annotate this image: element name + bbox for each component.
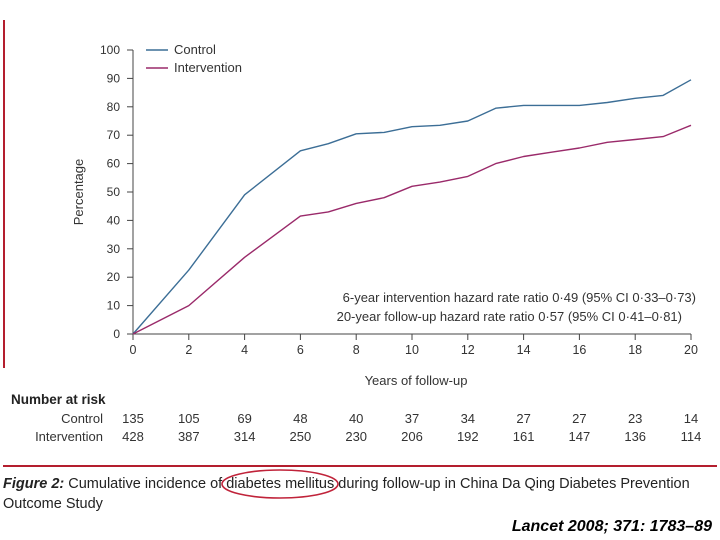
- x-tick-label: 18: [628, 343, 642, 357]
- risk-value: 37: [405, 411, 419, 426]
- y-tick-label: 60: [107, 157, 121, 171]
- series-line-control: [132, 79, 692, 335]
- risk-value: 230: [345, 429, 367, 444]
- risk-row-label-intervention: Intervention: [35, 429, 103, 444]
- x-axis-label: Years of follow-up: [365, 373, 468, 388]
- y-axis-label: Percentage: [71, 159, 86, 226]
- risk-value: 314: [234, 429, 256, 444]
- figure-caption: Figure 2: Cumulative incidence of diabet…: [3, 474, 718, 514]
- y-tick-label: 70: [107, 128, 121, 142]
- risk-value: 161: [513, 429, 535, 444]
- risk-value: 34: [461, 411, 475, 426]
- y-tick-label: 10: [107, 299, 121, 313]
- risk-value: 136: [624, 429, 646, 444]
- risk-value: 105: [178, 411, 200, 426]
- kaplan-meier-chart: 0 10 20 30 40 50 60 70 80 90 100 0 2 4 6 8 10 12 14 16 18 20…: [11, 42, 701, 444]
- x-tick-label: 6: [297, 343, 304, 357]
- x-axis: 0 2 4 6 8 10 12 14 16 18 20: [130, 333, 698, 357]
- risk-value: 114: [681, 429, 702, 444]
- risk-value: 69: [237, 411, 251, 426]
- risk-value: 147: [569, 429, 591, 444]
- risk-value: 250: [290, 429, 312, 444]
- risk-value: 27: [516, 411, 530, 426]
- frame-bottom-line: [3, 465, 717, 467]
- citation: Lancet 2008; 371: 1783–89: [511, 518, 712, 535]
- number-at-risk-table: Control 135 105 69 48 40 37 34 27 27 23 14 Intervent…: [35, 411, 701, 444]
- legend: Control Intervention: [146, 42, 242, 75]
- risk-value: 206: [401, 429, 423, 444]
- risk-value: 23: [628, 411, 642, 426]
- legend-label-control: Control: [174, 42, 216, 57]
- x-tick-label: 4: [241, 343, 248, 357]
- risk-value: 14: [684, 411, 698, 426]
- annotation-6-year: 6-year intervention hazard rate ratio 0·…: [343, 290, 696, 305]
- y-tick-label: 100: [100, 43, 120, 57]
- risk-value: 428: [122, 429, 144, 444]
- y-tick-label: 80: [107, 100, 121, 114]
- caption-text: Cumulative incidence of diabetes mellitu…: [3, 476, 690, 512]
- number-at-risk-title: Number at risk: [11, 392, 106, 407]
- x-tick-label: 12: [461, 343, 475, 357]
- y-tick-label: 40: [107, 213, 121, 227]
- x-tick-label: 8: [353, 343, 360, 357]
- risk-value: 40: [349, 411, 363, 426]
- y-tick-label: 0: [113, 327, 120, 341]
- x-tick-label: 16: [572, 343, 586, 357]
- risk-row-label-control: Control: [61, 411, 103, 426]
- x-tick-label: 10: [405, 343, 419, 357]
- y-tick-label: 20: [107, 270, 121, 284]
- x-tick-label: 14: [517, 343, 531, 357]
- x-tick-label: 20: [684, 343, 698, 357]
- legend-label-intervention: Intervention: [174, 60, 242, 75]
- series-layer: [132, 79, 692, 335]
- series-line-intervention: [132, 124, 692, 335]
- frame-left-line: [3, 20, 5, 368]
- y-tick-label: 50: [107, 185, 121, 199]
- annotation-20-year: 20-year follow-up hazard rate ratio 0·57…: [337, 309, 682, 324]
- y-axis: 0 10 20 30 40 50 60 70 80 90 100: [100, 43, 134, 341]
- x-tick-label: 0: [130, 343, 137, 357]
- x-tick-label: 2: [185, 343, 192, 357]
- risk-value: 387: [178, 429, 200, 444]
- risk-value: 135: [122, 411, 144, 426]
- figure-label: Figure 2:: [3, 476, 65, 492]
- risk-value: 48: [293, 411, 307, 426]
- risk-value: 27: [572, 411, 586, 426]
- risk-value: 192: [457, 429, 479, 444]
- y-tick-label: 30: [107, 242, 121, 256]
- y-tick-label: 90: [107, 71, 121, 85]
